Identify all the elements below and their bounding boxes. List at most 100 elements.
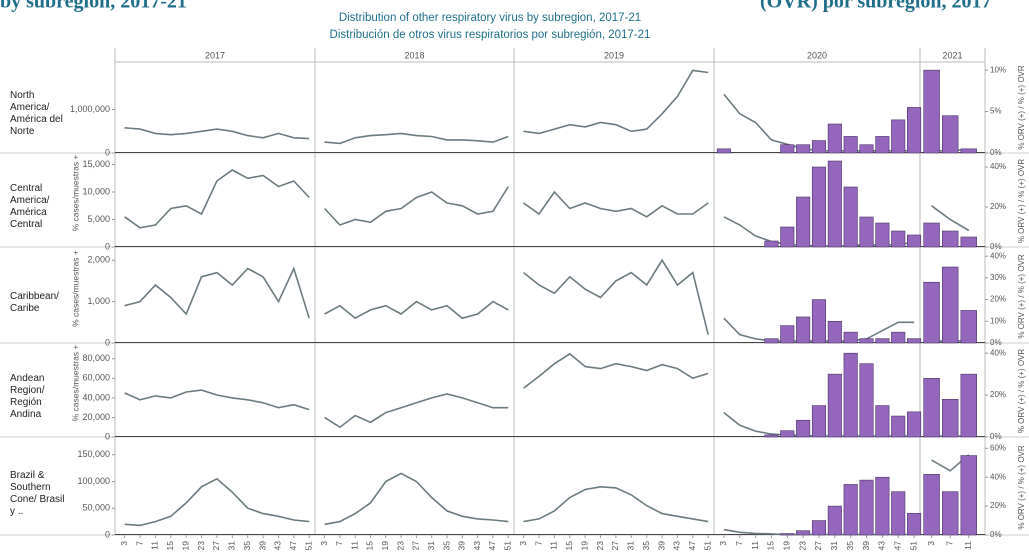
x-tick-label: 27 [411,541,421,551]
x-tick-label: 7 [134,541,144,546]
y2-tick-label: 20% [990,390,1006,399]
line [523,258,709,335]
y2-tick-label: 20% [990,202,1006,211]
line [523,190,709,218]
bar [796,196,811,248]
bar [960,148,977,154]
bar [843,484,858,536]
title-bg [300,8,740,44]
bar [941,115,959,154]
bar [875,405,890,438]
x-tick-label: 47 [687,541,697,551]
cropped-title-right: (OVR) por subregión, 2017 [760,0,992,13]
bar [960,373,977,438]
bar [764,240,779,248]
y-tick-label: 0 [105,147,110,157]
bar [891,331,906,344]
x-tick-label: 11 [150,541,160,550]
bar [859,144,874,154]
bar [843,331,858,344]
bar [907,338,922,344]
bar [907,234,922,248]
line [124,477,310,527]
y2-tick-label: 10% [990,316,1006,325]
y-tick-label: 60,000 [82,373,110,383]
x-tick-label: 43 [672,541,682,551]
bar [859,363,874,438]
bar [843,186,858,248]
bar [796,316,811,344]
bar [827,160,842,248]
x-tick-label: 27 [610,541,620,551]
x-tick-label: 27 [211,541,221,551]
x-tick-label: 11 [963,541,973,550]
x-tick-label: 7 [334,541,344,546]
row-label: Andean Region/ Región Andina [10,373,45,420]
y2-axis-label: % ORV (+) / % (+) OVR [1017,445,1026,530]
year-header: 2018 [404,50,424,60]
bar [780,430,795,438]
x-tick-label: 3 [119,541,129,546]
bar [875,338,890,344]
line [124,169,310,229]
line [324,300,509,320]
line [523,69,709,135]
bar [960,310,977,344]
x-tick-label: 31 [626,541,636,551]
y2-axis-label: % ORV (+) / % (+) OVR [1017,349,1026,434]
x-tick-label: 39 [257,541,267,551]
bar [796,419,811,438]
x-tick-label: 43 [877,541,887,551]
chart-title: Distribution of other respiratory virus … [339,12,641,24]
y2-tick-label: 0% [990,530,1002,539]
y-tick-label: 0 [105,241,110,251]
bar [811,299,827,344]
x-tick-label: 35 [845,541,855,551]
y2-tick-label: 40% [990,251,1006,260]
x-tick-label: 23 [595,541,605,551]
y2-tick-label: 0% [990,432,1002,441]
year-header: 2017 [205,50,225,60]
year-header: 2020 [807,50,827,60]
x-tick-label: 7 [944,541,954,546]
bar [811,520,827,536]
y2-tick-label: 40% [990,162,1006,171]
y2-tick-label: 20% [990,295,1006,304]
bar [843,136,858,154]
x-tick-label: 35 [441,541,451,551]
x-tick-label: 23 [797,541,807,551]
bar [960,455,977,536]
x-tick-label: 35 [641,541,651,551]
year-header: 2019 [604,50,624,60]
bar [859,479,874,536]
bar [960,236,977,248]
x-tick-label: 43 [273,541,283,551]
x-tick-label: 51 [503,541,513,551]
bar [827,123,842,154]
bar [780,226,795,248]
bar [891,415,906,438]
y-tick-label: 40,000 [82,392,110,402]
bar [875,476,890,536]
x-tick-label: 51 [702,541,712,551]
x-tick-label: 39 [457,541,467,551]
bar [875,136,890,154]
y-tick-label: 5,000 [87,214,110,224]
y-tick-label: 50,000 [82,503,110,513]
y2-axis-label: % ORV (+) / % (+) OVR [1017,159,1026,244]
bar [827,373,842,438]
x-tick-label: 35 [242,541,252,551]
line [124,266,310,319]
line [523,352,709,389]
bar [941,266,959,344]
y-tick-label: 15,000 [82,159,110,169]
x-tick-label: 15 [365,541,375,551]
bar [907,107,922,154]
y2-axis-label: % ORV (+) / % (+) OVR [1017,254,1026,339]
y-axis-label: % cases/muestras + [70,155,80,232]
line [523,485,709,523]
x-tick-label: 39 [861,541,871,551]
bar [780,144,795,154]
x-tick-label: 43 [472,541,482,551]
x-tick-label: 19 [180,541,190,551]
